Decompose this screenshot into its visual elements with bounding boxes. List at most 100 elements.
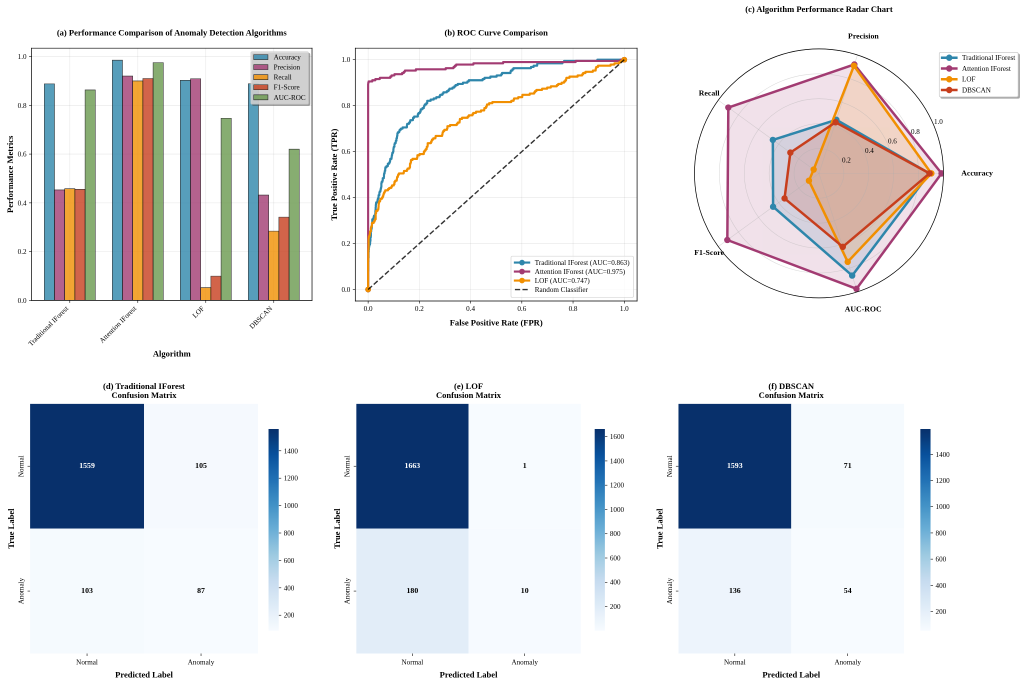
svg-text:Anomaly: Anomaly xyxy=(834,658,861,666)
svg-text:(b) ROC Curve Comparison: (b) ROC Curve Comparison xyxy=(445,27,549,37)
svg-text:F1-Score: F1-Score xyxy=(694,248,724,257)
svg-text:Recall: Recall xyxy=(699,89,721,98)
svg-text:200: 200 xyxy=(936,608,947,616)
svg-text:Algorithm: Algorithm xyxy=(153,348,191,358)
svg-text:AUC-ROC: AUC-ROC xyxy=(274,94,306,102)
svg-text:400: 400 xyxy=(284,584,295,592)
svg-text:0.0: 0.0 xyxy=(364,305,373,313)
svg-text:0.8: 0.8 xyxy=(341,102,350,110)
svg-text:1400: 1400 xyxy=(936,451,951,459)
svg-text:1663: 1663 xyxy=(405,461,421,470)
svg-text:0.4: 0.4 xyxy=(18,199,27,207)
svg-text:0.0: 0.0 xyxy=(18,297,27,305)
svg-text:87: 87 xyxy=(197,586,205,595)
svg-text:Confusion Matrix: Confusion Matrix xyxy=(111,390,177,400)
svg-text:103: 103 xyxy=(81,586,93,595)
svg-text:Normal: Normal xyxy=(18,455,26,477)
svg-text:LOF: LOF xyxy=(962,76,975,84)
svg-text:Anomaly: Anomaly xyxy=(511,658,538,666)
svg-text:True Positive Rate (TPR): True Positive Rate (TPR) xyxy=(329,129,339,221)
svg-text:1200: 1200 xyxy=(284,475,299,483)
svg-text:Accuracy: Accuracy xyxy=(961,168,993,177)
svg-text:Normal: Normal xyxy=(344,455,352,477)
svg-text:1600: 1600 xyxy=(610,433,625,441)
svg-text:Random Classifier: Random Classifier xyxy=(535,286,589,294)
svg-text:800: 800 xyxy=(284,529,295,537)
svg-text:0.2: 0.2 xyxy=(842,156,851,164)
svg-text:Attention IForest: Attention IForest xyxy=(962,65,1011,73)
svg-text:Accuracy: Accuracy xyxy=(274,54,302,62)
svg-text:0.2: 0.2 xyxy=(341,240,350,248)
svg-text:800: 800 xyxy=(610,530,621,538)
svg-text:True Label: True Label xyxy=(332,508,342,549)
svg-text:1.0: 1.0 xyxy=(620,305,629,313)
svg-text:0.6: 0.6 xyxy=(341,148,350,156)
svg-text:1200: 1200 xyxy=(936,477,951,485)
svg-text:200: 200 xyxy=(610,603,621,611)
svg-text:(e) LOF: (e) LOF xyxy=(454,381,483,391)
svg-text:1: 1 xyxy=(523,461,527,470)
svg-text:1.0: 1.0 xyxy=(934,118,943,126)
svg-text:71: 71 xyxy=(844,461,852,470)
svg-text:Normal: Normal xyxy=(666,455,674,477)
svg-text:0.8: 0.8 xyxy=(18,102,27,110)
svg-text:200: 200 xyxy=(284,612,295,620)
svg-text:1200: 1200 xyxy=(610,482,625,490)
svg-text:Anomaly: Anomaly xyxy=(666,577,674,604)
svg-text:1559: 1559 xyxy=(79,461,95,470)
svg-text:600: 600 xyxy=(610,554,621,562)
svg-text:54: 54 xyxy=(844,586,852,595)
svg-text:DBSCAN: DBSCAN xyxy=(962,86,991,94)
svg-text:Precision: Precision xyxy=(274,64,301,72)
svg-text:Predicted Label: Predicted Label xyxy=(762,670,820,680)
svg-text:Anomaly: Anomaly xyxy=(188,658,215,666)
svg-text:Anomaly: Anomaly xyxy=(344,577,352,604)
svg-text:0.2: 0.2 xyxy=(415,305,424,313)
svg-text:0.8: 0.8 xyxy=(569,305,578,313)
svg-text:Traditional IForest (AUC=0.863: Traditional IForest (AUC=0.863) xyxy=(535,259,630,267)
svg-text:Confusion Matrix: Confusion Matrix xyxy=(759,390,825,400)
svg-text:180: 180 xyxy=(407,586,419,595)
svg-text:1000: 1000 xyxy=(936,503,951,511)
svg-text:LOF (AUC=0.747): LOF (AUC=0.747) xyxy=(535,277,591,285)
svg-text:Predicted Label: Predicted Label xyxy=(440,670,498,680)
svg-text:AUC-ROC: AUC-ROC xyxy=(845,304,882,313)
svg-text:Recall: Recall xyxy=(274,74,292,82)
svg-text:400: 400 xyxy=(936,582,947,590)
svg-text:600: 600 xyxy=(936,556,947,564)
svg-text:1000: 1000 xyxy=(284,502,299,510)
svg-text:1400: 1400 xyxy=(610,457,625,465)
svg-text:0.0: 0.0 xyxy=(341,286,350,294)
svg-text:Confusion Matrix: Confusion Matrix xyxy=(436,390,502,400)
svg-text:Normal: Normal xyxy=(76,658,98,666)
svg-text:1.0: 1.0 xyxy=(341,56,350,64)
svg-text:1000: 1000 xyxy=(610,506,625,514)
svg-text:0.2: 0.2 xyxy=(18,248,27,256)
svg-text:1593: 1593 xyxy=(727,461,743,470)
svg-text:True Label: True Label xyxy=(654,508,664,549)
svg-text:0.6: 0.6 xyxy=(18,151,27,159)
svg-text:1.0: 1.0 xyxy=(18,53,27,61)
svg-text:0.4: 0.4 xyxy=(466,305,475,313)
svg-text:105: 105 xyxy=(195,461,207,470)
svg-text:Traditional IForest: Traditional IForest xyxy=(962,54,1015,62)
svg-text:(a) Performance Comparison of: (a) Performance Comparison of Anomaly De… xyxy=(57,27,288,37)
svg-text:Anomaly: Anomaly xyxy=(18,577,26,604)
svg-text:(f) DBSCAN: (f) DBSCAN xyxy=(768,381,815,391)
svg-text:800: 800 xyxy=(936,529,947,537)
svg-text:Normal: Normal xyxy=(402,658,424,666)
svg-text:True Label: True Label xyxy=(6,508,16,549)
svg-text:0.8: 0.8 xyxy=(911,128,920,136)
svg-text:0.6: 0.6 xyxy=(517,305,526,313)
svg-text:136: 136 xyxy=(729,586,741,595)
svg-text:False Positive Rate (FPR): False Positive Rate (FPR) xyxy=(450,317,543,327)
svg-text:(d) Traditional IForest: (d) Traditional IForest xyxy=(103,381,185,391)
svg-text:Precision: Precision xyxy=(848,32,879,41)
svg-text:(c) Algorithm Performance Rada: (c) Algorithm Performance Radar Chart xyxy=(745,4,893,14)
svg-text:0.4: 0.4 xyxy=(865,147,874,155)
svg-text:Normal: Normal xyxy=(724,658,746,666)
svg-text:1400: 1400 xyxy=(284,447,299,455)
svg-text:10: 10 xyxy=(521,586,529,595)
svg-text:Performance Metrics: Performance Metrics xyxy=(5,135,15,213)
svg-text:Predicted Label: Predicted Label xyxy=(115,670,173,680)
